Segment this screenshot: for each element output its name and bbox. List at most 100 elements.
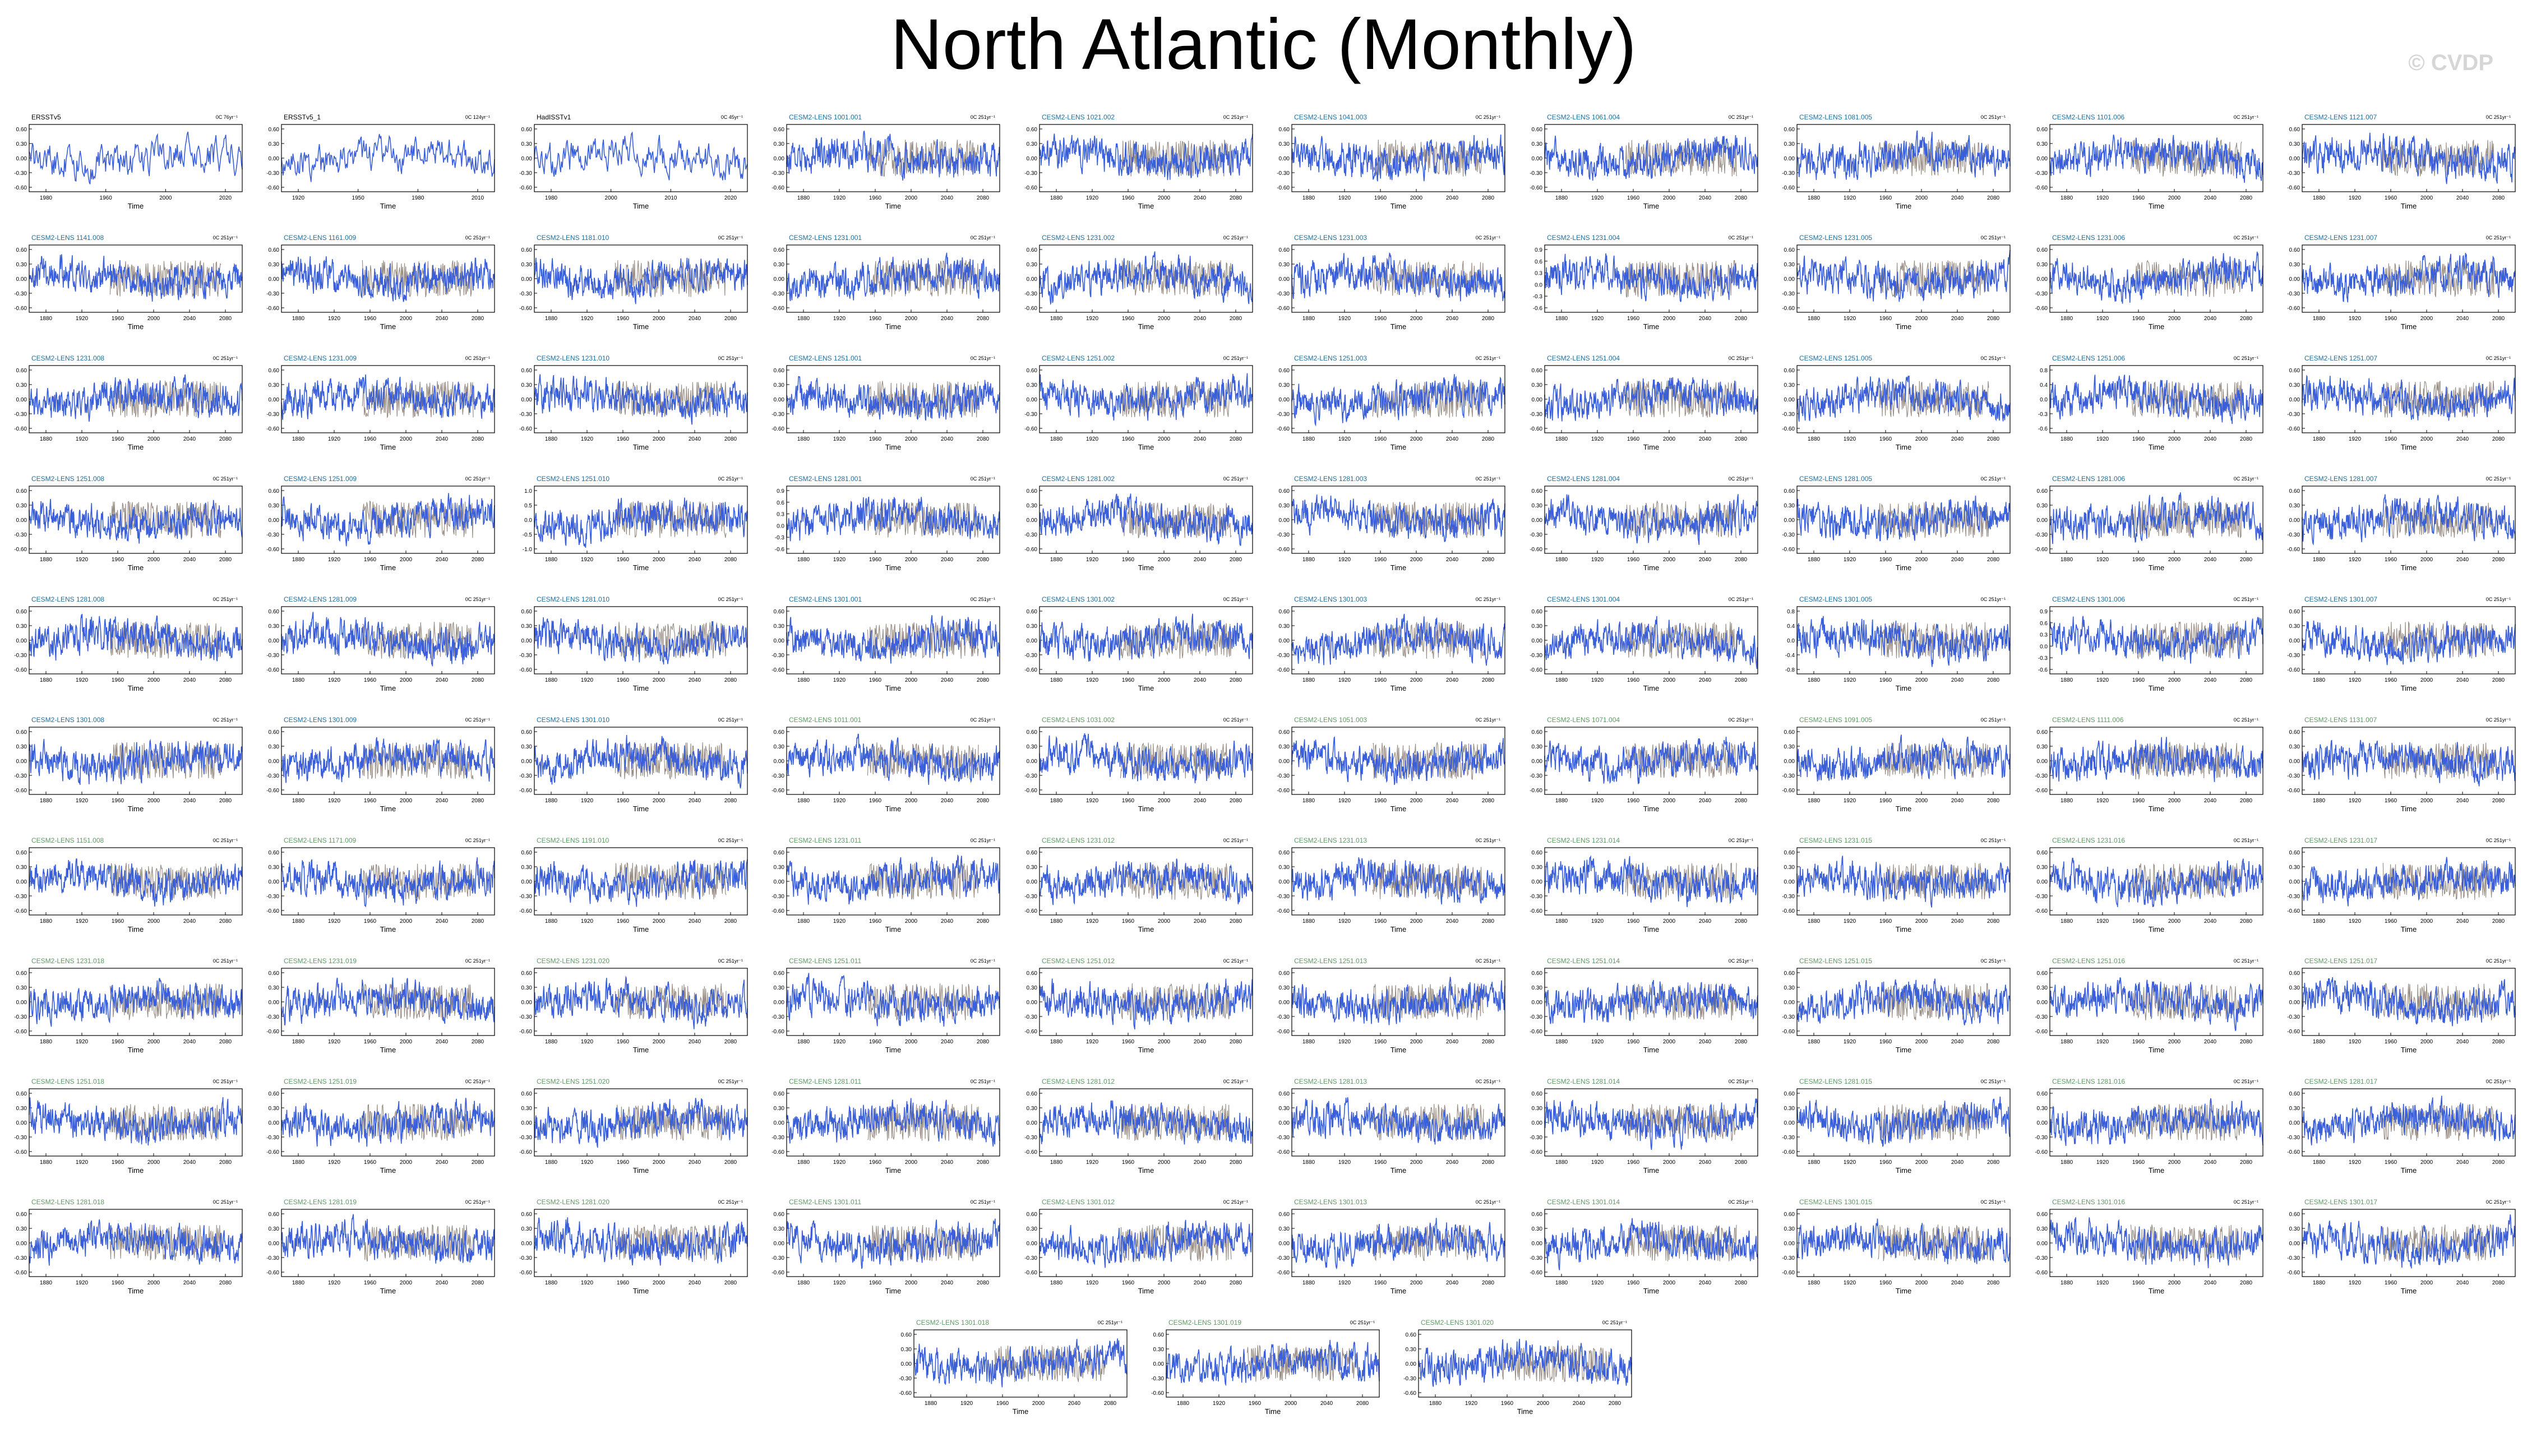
x-tick-label: 1920 xyxy=(1086,1280,1099,1286)
y-tick-label: 0.30 xyxy=(521,985,533,991)
x-tick-label: 1920 xyxy=(76,316,89,322)
panel-title: CESM2-LENS 1301.012 xyxy=(1042,1198,1115,1206)
x-tick-label: 2000 xyxy=(1915,195,1928,201)
x-tick-label: 1960 xyxy=(1501,1400,1514,1407)
x-tick-label: 2040 xyxy=(183,1159,196,1166)
x-tick-label: 1960 xyxy=(869,1159,882,1166)
panel-trend-label: 0C 251yr⁻¹ xyxy=(465,597,490,602)
observed-overlay-series xyxy=(867,259,979,297)
x-tick-label: 1960 xyxy=(869,1280,882,1286)
x-tick-label: 2080 xyxy=(1735,798,1748,804)
x-tick-label: 1960 xyxy=(869,798,882,804)
x-tick-label: 1960 xyxy=(364,316,377,322)
y-tick-label: 0.30 xyxy=(1532,1106,1543,1112)
plot-frame xyxy=(1039,606,1253,674)
timeseries-panel: CESM2-LENS 1251.006 0C 251yr⁻¹ 0.8 0.4 0.0 -0… xyxy=(2038,354,2263,455)
y-tick-label: -0.30 xyxy=(2287,532,2300,538)
y-tick-label: -0.60 xyxy=(1024,426,1037,432)
x-tick-label: 2080 xyxy=(1356,1400,1369,1407)
y-tick-label: 0.60 xyxy=(16,368,27,374)
panel-trend-label: 0C 251yr⁻¹ xyxy=(1223,1199,1248,1205)
x-tick-label: 1920 xyxy=(2349,677,2362,683)
y-tick-label: 0.00 xyxy=(2037,1120,2048,1126)
y-tick-label: 0.0 xyxy=(524,517,532,524)
timeseries-line xyxy=(281,133,495,182)
x-tick-label: 2040 xyxy=(183,557,196,563)
x-tick-label: 2080 xyxy=(977,1280,990,1286)
panel-title: CESM2-LENS 1301.019 xyxy=(1168,1319,1242,1326)
x-tick-label: 2040 xyxy=(1951,1280,1964,1286)
y-tick-label: -0.60 xyxy=(2035,788,2048,794)
y-tick-label: 0.30 xyxy=(1279,1226,1290,1232)
y-tick-label: -0.30 xyxy=(14,773,27,779)
x-tick-label: 2000 xyxy=(1158,918,1171,925)
y-tick-label: 0.00 xyxy=(2289,638,2300,644)
x-tick-label: 1960 xyxy=(2385,918,2397,925)
x-tick-label: 2040 xyxy=(436,1280,449,1286)
x-tick-label: 2080 xyxy=(1482,1159,1495,1166)
x-tick-label: 2000 xyxy=(653,1280,666,1286)
x-tick-label: 1920 xyxy=(1591,1039,1604,1045)
x-tick-label: 2080 xyxy=(2492,798,2505,804)
y-tick-label: 0.00 xyxy=(1279,397,1290,403)
y-tick-label: 0.00 xyxy=(774,156,785,162)
x-tick-label: 2000 xyxy=(1915,1039,1928,1045)
x-tick-label: 1920 xyxy=(2349,436,2362,442)
x-tick-label: 2080 xyxy=(219,557,232,563)
y-tick-label: -0.60 xyxy=(266,426,279,432)
timeseries-line xyxy=(2302,132,2516,184)
panel-trend-label: 0C 251yr⁻¹ xyxy=(718,597,743,602)
x-tick-label: 1920 xyxy=(76,557,89,563)
x-axis-label: Time xyxy=(2401,443,2417,451)
timeseries-panel: CESM2-LENS 1011.001 0C 251yr⁻¹ 0.60 0.30 0.0… xyxy=(772,716,1000,817)
x-tick-label: 2080 xyxy=(2240,195,2253,201)
plot-frame xyxy=(2049,727,2263,795)
y-tick-label: -0.30 xyxy=(14,532,27,538)
timeseries-panel: CESM2-LENS 1301.015 0C 251yr⁻¹ 0.60 0.30 0.0… xyxy=(1782,1198,2011,1299)
y-tick-label: -0.30 xyxy=(2035,773,2048,779)
y-tick-label: -0.60 xyxy=(772,788,784,794)
y-tick-label: -0.30 xyxy=(2287,291,2300,297)
panel-title: CESM2-LENS 1231.005 xyxy=(1799,234,1873,242)
y-tick-label: -0.30 xyxy=(266,170,279,177)
y-tick-label: 0.00 xyxy=(2289,759,2300,765)
y-tick-label: 0.30 xyxy=(1027,623,1038,630)
y-tick-label: 0.60 xyxy=(2289,368,2300,374)
y-tick-label: 0.30 xyxy=(774,865,785,871)
y-tick-label: 0.30 xyxy=(521,623,533,630)
x-tick-label: 1920 xyxy=(1591,1159,1604,1166)
timeseries-panel: CESM2-LENS 1301.003 0C 251yr⁻¹ 0.60 0.30 0.0… xyxy=(1277,595,1505,696)
y-tick-label: -0.5 xyxy=(523,532,533,538)
x-axis-label: Time xyxy=(2149,925,2164,933)
x-tick-label: 1950 xyxy=(352,195,365,201)
y-tick-label: 0.60 xyxy=(774,970,785,977)
x-axis-label: Time xyxy=(633,563,649,572)
x-tick-label: 1960 xyxy=(2132,1159,2145,1166)
x-tick-label: 2080 xyxy=(724,1280,737,1286)
x-tick-label: 1880 xyxy=(40,1039,53,1045)
panel-title: CESM2-LENS 1251.011 xyxy=(789,957,862,965)
x-tick-label: 1880 xyxy=(292,436,305,442)
x-tick-label: 1920 xyxy=(76,677,89,683)
panel-title: ERSSTv5_1 xyxy=(284,113,321,121)
panel-trend-label: 0C 251yr⁻¹ xyxy=(212,597,238,602)
x-tick-label: 2040 xyxy=(941,677,954,683)
timeseries-panel: CESM2-LENS 1301.002 0C 251yr⁻¹ 0.60 0.30 0.0… xyxy=(1024,595,1253,696)
y-tick-label: -0.60 xyxy=(1782,1270,1795,1276)
panel-trend-label: 0C 251yr⁻¹ xyxy=(465,235,490,241)
y-tick-label: 0.30 xyxy=(16,985,27,991)
panel-trend-label: 0C 251yr⁻¹ xyxy=(1475,476,1500,482)
y-tick-label: 0.30 xyxy=(2289,623,2300,630)
x-tick-label: 2000 xyxy=(905,798,918,804)
y-tick-label: 0.30 xyxy=(1784,503,1795,509)
y-tick-label: 0.00 xyxy=(1027,1120,1038,1126)
y-tick-label: 0.00 xyxy=(1027,759,1038,765)
timeseries-panel: CESM2-LENS 1301.016 0C 251yr⁻¹ 0.60 0.30 0.0… xyxy=(2035,1198,2263,1299)
x-tick-label: 2000 xyxy=(1410,557,1423,563)
y-tick-label: -0.60 xyxy=(2287,1149,2300,1155)
panel-title: CESM2-LENS 1181.010 xyxy=(537,234,609,242)
